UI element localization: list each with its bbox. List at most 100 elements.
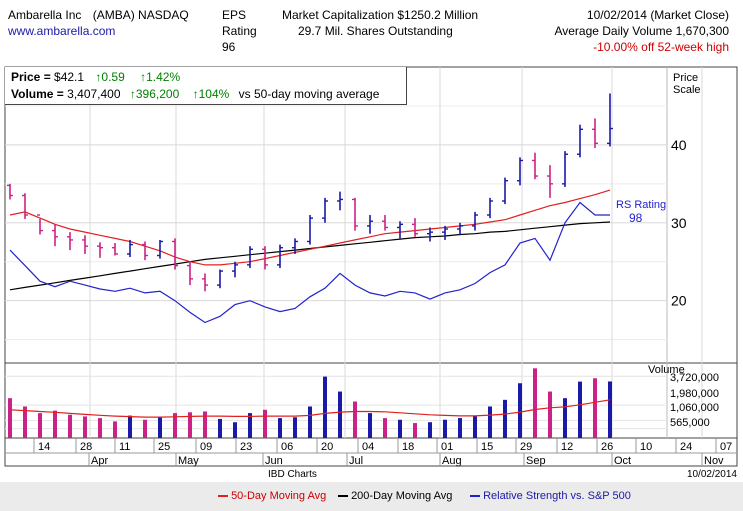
price-bar	[337, 191, 343, 211]
price-bar	[547, 165, 553, 198]
legend-ma200-swatch	[338, 495, 348, 498]
volume-bar	[413, 423, 417, 438]
price-bar	[502, 177, 508, 205]
price-bar	[457, 222, 463, 236]
chart-frame	[4, 66, 738, 467]
price-bar	[472, 211, 478, 231]
price-label: Price =	[11, 70, 55, 84]
price-bar	[217, 269, 223, 289]
price-value: $42.1	[54, 70, 85, 84]
volume-bar	[38, 413, 42, 438]
volume-bar	[608, 381, 612, 438]
volume-bar	[158, 417, 162, 438]
volume-bar	[443, 419, 447, 438]
day-tick-label: 10	[640, 441, 652, 453]
price-bar	[187, 261, 193, 286]
off-high: -10.00% off 52-week high	[593, 40, 729, 54]
ma200-layer	[9, 221, 611, 291]
rating-value: 96	[222, 40, 236, 54]
price-bar	[577, 124, 583, 158]
day-tick-label: 14	[38, 441, 50, 453]
month-tick-label: May	[178, 455, 199, 467]
price-row: Price = $42.1 ↑0.59 ↑1.42%	[11, 70, 180, 84]
company-website[interactable]: www.ambarella.com	[8, 24, 116, 38]
volume-bar	[233, 422, 237, 438]
price-tick-label: 20	[671, 293, 687, 309]
price-bar	[112, 243, 118, 256]
price-bar	[142, 241, 148, 261]
volume-note: vs 50-day moving average	[238, 87, 380, 101]
volume-tick-label: 565,000	[670, 417, 710, 429]
volume-bar	[278, 418, 282, 438]
price-bar	[412, 218, 418, 237]
volume-bar	[173, 413, 177, 438]
volume-label: Volume =	[11, 87, 68, 101]
volume-bar	[323, 376, 327, 438]
price-bar	[67, 232, 73, 251]
rs-layer	[9, 201, 610, 324]
company-name: Ambarella Inc	[8, 8, 82, 22]
volume-bar	[593, 378, 597, 438]
volume-tick-label: 1,060,000	[670, 402, 719, 414]
eps-label: EPS	[222, 8, 247, 22]
price-bar	[307, 215, 313, 245]
price-bar	[172, 238, 178, 270]
day-tick-label: 12	[561, 441, 573, 453]
price-pct: 1.42%	[146, 70, 181, 84]
legend-ma50-swatch	[218, 495, 228, 498]
price-bar	[262, 246, 268, 270]
price-bar	[97, 242, 103, 258]
day-tick-label: 28	[80, 441, 92, 453]
price-bar	[202, 273, 208, 292]
shares-outstanding: 29.7 Mil. Shares Outstanding	[298, 24, 453, 38]
volume-bars	[8, 368, 612, 438]
price-bar	[592, 118, 598, 149]
price-axis-title: Price	[673, 72, 698, 84]
volume-bar	[503, 399, 507, 438]
volume-bar	[518, 383, 522, 438]
info-box: Price = $42.1 ↑0.59 ↑1.42% Volume = 3,40…	[5, 67, 407, 105]
day-tick-label: 06	[281, 441, 293, 453]
volume-bar	[143, 419, 147, 438]
volume-bar	[428, 422, 432, 438]
legend: 50-Day Moving Avg 200-Day Moving Avg Rel…	[0, 482, 743, 511]
legend-ma50-label: 50-Day Moving Avg	[231, 490, 327, 502]
volume-bar	[113, 421, 117, 438]
volume-bar	[458, 418, 462, 438]
volume-bar	[473, 416, 477, 438]
price-bar	[322, 197, 328, 223]
volume-bar	[488, 406, 492, 438]
day-tick-label: 18	[402, 441, 414, 453]
average-volume: Average Daily Volume 1,670,300	[554, 24, 729, 38]
volume-grid	[5, 375, 667, 430]
price-bar	[397, 221, 403, 239]
rs-label: RS Rating	[616, 199, 666, 211]
month-tick-label: Aug	[442, 455, 462, 467]
day-tick-label: 23	[240, 441, 252, 453]
price-bar	[52, 224, 58, 247]
price-bar	[427, 227, 433, 242]
up-arrow-icon: ↑	[95, 70, 102, 84]
price-bar	[247, 246, 253, 268]
legend-rs-swatch	[470, 495, 480, 498]
volume-change: 396,200	[135, 87, 180, 101]
legend-ma200: 200-Day Moving Avg	[338, 490, 452, 502]
volume-pct: 104%	[198, 87, 230, 101]
price-bar	[487, 197, 493, 219]
volume-bar	[263, 409, 267, 438]
volume-bar	[383, 418, 387, 438]
legend-rs-label: Relative Strength vs. S&P 500	[483, 490, 631, 502]
price-bar	[82, 235, 88, 254]
price-change: 0.59	[101, 70, 125, 84]
company-title: Ambarella Inc (AMBA) NASDAQ	[8, 8, 189, 23]
rating-label: Rating	[222, 24, 257, 38]
up-arrow-icon: ↑	[192, 87, 199, 101]
price-bar	[127, 239, 133, 258]
volume-bar	[248, 413, 252, 438]
volume-bar	[8, 398, 12, 438]
price-bar	[517, 157, 523, 186]
price-axis-title: Scale	[673, 84, 701, 96]
up-arrow-icon: ↑	[129, 87, 136, 101]
